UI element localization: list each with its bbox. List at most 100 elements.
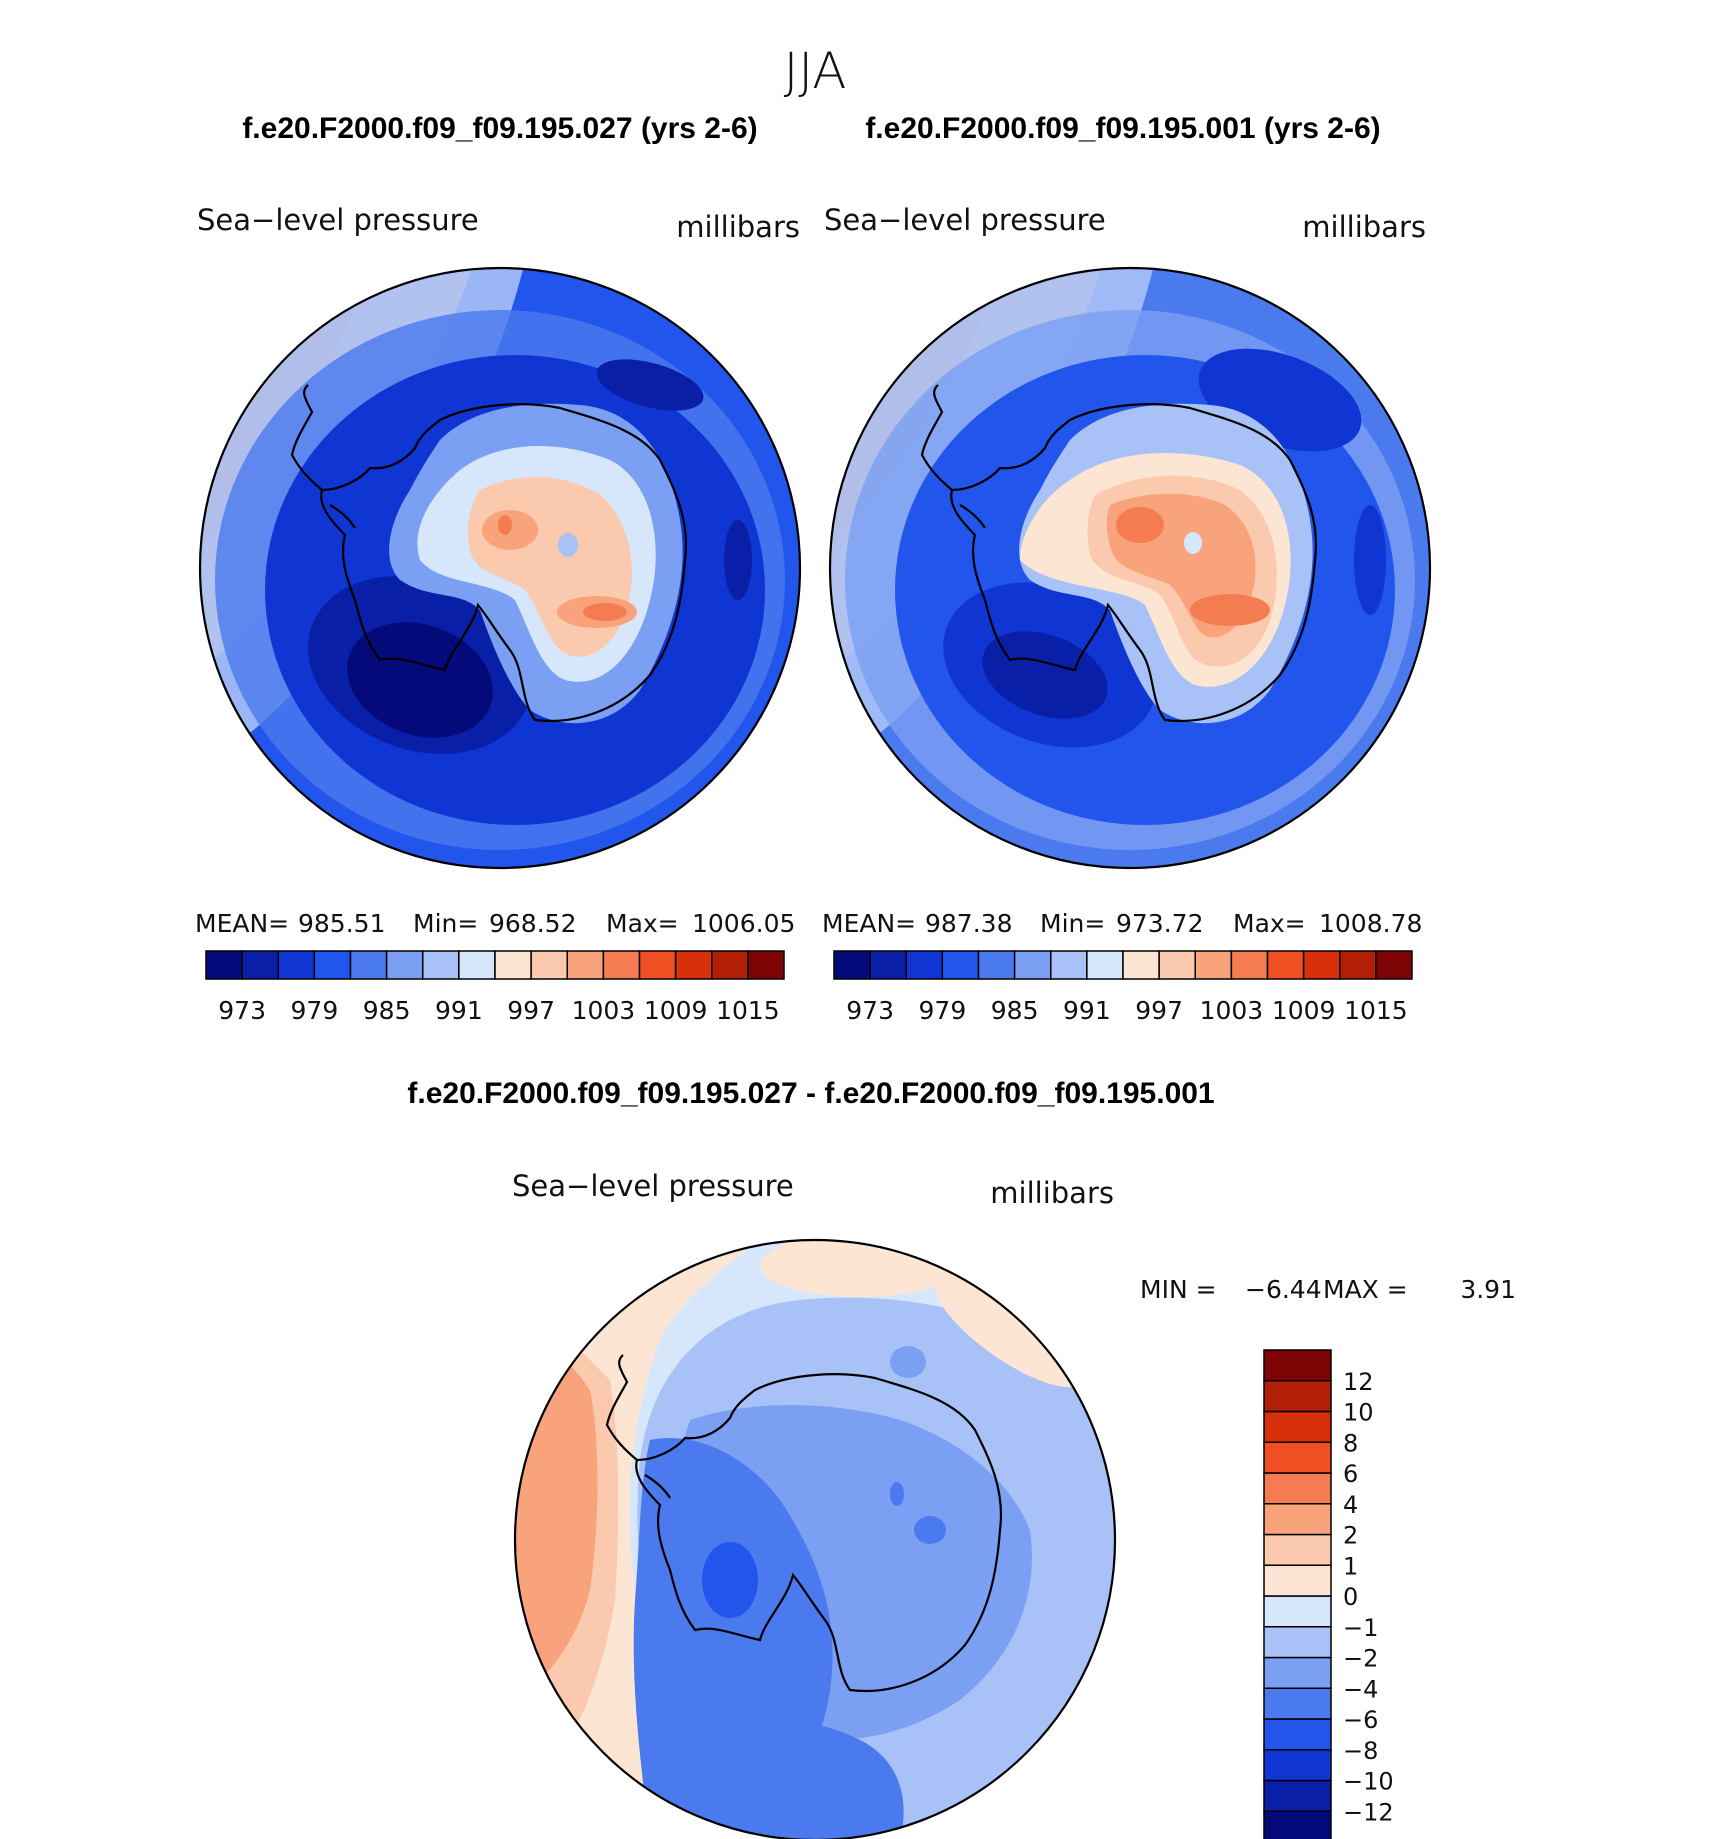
panel-b-max-label: Max= [1233, 909, 1306, 938]
panel-c-colorbar-box-15 [1263, 1349, 1332, 1382]
panel-b-colorbar-box-1 [869, 950, 907, 980]
panel-a-colorbar-box-8 [494, 950, 532, 980]
panel-a-colorbar-label: 1015 [716, 996, 780, 1025]
panel-a-colorbar-label: 991 [435, 996, 483, 1025]
panel-a-colorbar-box-15 [747, 950, 785, 980]
panel-c-colorbar-box-0 [1263, 1810, 1332, 1839]
panel-b-colorbar-box-15 [1375, 950, 1413, 980]
panel-c-colorbar-box-9 [1263, 1533, 1332, 1566]
panel-a-mean-value: 985.51 [298, 909, 385, 938]
panel-b-colorbar-box-3 [941, 950, 980, 980]
panel-c-colorbar-box-6 [1263, 1626, 1332, 1659]
panel-b-variable-label: Sea−level pressure [824, 203, 1106, 237]
panel-c-max-value: 3.91 [1460, 1275, 1516, 1304]
panel-c-boundary [513, 1238, 1117, 1839]
panel-a-high-3 [583, 603, 627, 621]
panel-a-colorbar-box-1 [241, 950, 279, 980]
panel-a-pole-dip [558, 533, 578, 557]
panel-a-low-e [724, 520, 752, 600]
panel-b-colorbar-box-5 [1013, 950, 1052, 980]
panel-a: f.e20.F2000.f09_f09.195.027 (yrs 2-6) Se… [195, 112, 802, 1025]
panel-c-colorbar-label: −1 [1343, 1614, 1378, 1642]
panel-c-weddell-core [702, 1542, 758, 1618]
panel-a-colorbar: 973 979 985 991 997 1003 1009 1015 [205, 950, 785, 1025]
panel-c-colorbar-box-14 [1263, 1380, 1332, 1413]
panel-a-high-4 [498, 515, 512, 535]
panel-b-colorbar-label: 985 [991, 996, 1039, 1025]
panel-b-colorbar-label: 1009 [1272, 996, 1336, 1025]
panel-a-peninsula [290, 384, 356, 529]
panel-b-colorbar-box-4 [977, 950, 1016, 980]
panel-b-colorbar-box-10 [1194, 950, 1233, 980]
panel-a-variable-label: Sea−level pressure [197, 203, 479, 237]
panel-b-colorbar-box-11 [1230, 950, 1269, 980]
panel-c-colorbar-box-5 [1263, 1656, 1332, 1689]
panel-c-colorbar-label: −12 [1343, 1798, 1394, 1826]
panel-b-mean-value: 987.38 [925, 909, 1012, 938]
panel-c-coastline [635, 1373, 1002, 1692]
panel-a-colorbar-label: 985 [363, 996, 411, 1025]
panel-a-colorbar-box-7 [458, 950, 496, 980]
panel-b-colorbar-box-9 [1158, 950, 1196, 980]
panel-b-colorbar: 973 979 985 991 997 1003 1009 1015 [833, 950, 1413, 1025]
panel-c-colorbar-box-2 [1263, 1749, 1332, 1782]
panel-b-colorbar-box-14 [1339, 950, 1377, 980]
panel-a-mean-label: MEAN= [195, 909, 289, 938]
panel-b-max-value: 1008.78 [1319, 909, 1422, 938]
panel-b-colorbar-box-12 [1266, 950, 1305, 980]
panel-c-colorbar-box-1 [1263, 1779, 1332, 1812]
panel-b-colorbar-label: 991 [1063, 996, 1111, 1025]
panel-c-colorbar-box-8 [1263, 1564, 1332, 1597]
panel-b-colorbar-box-13 [1302, 950, 1341, 980]
panel-b-colorbar-label: 979 [919, 996, 967, 1025]
panel-a-min-value: 968.52 [489, 909, 576, 938]
panel-b-coastline [950, 403, 1317, 722]
panel-c-positive-ne [934, 1272, 1086, 1388]
panel-c-colorbar-label: 12 [1343, 1368, 1374, 1396]
panel-a-colorbar-box-2 [277, 950, 316, 980]
panel-c-colorbar-label: 8 [1343, 1429, 1358, 1457]
panel-a-colorbar-label: 979 [291, 996, 339, 1025]
panel-b-peninsula [920, 384, 986, 529]
panel-b-colorbar-box-2 [905, 950, 944, 980]
panel-c-colorbar-label: −4 [1343, 1675, 1378, 1703]
panel-a-colorbar-box-13 [674, 950, 713, 980]
panel-a-colorbar-label: 973 [218, 996, 266, 1025]
panel-a-colorbar-box-12 [638, 950, 677, 980]
panel-b-pole-dip [1184, 532, 1202, 554]
panel-c: f.e20.F2000.f09_f09.195.027 - f.e20.F200… [407, 1077, 1516, 1839]
panel-c-colorbar-label: 2 [1343, 1522, 1358, 1550]
panel-b-mean-label: MEAN= [822, 909, 916, 938]
panel-b-colorbar-label: 1003 [1200, 996, 1264, 1025]
panel-c-colorbar-label: −8 [1343, 1737, 1378, 1765]
panel-c-colorbar-label: −2 [1343, 1645, 1378, 1673]
panel-a-title: f.e20.F2000.f09_f09.195.027 (yrs 2-6) [242, 112, 757, 145]
panel-a-max-label: Max= [606, 909, 679, 938]
panel-c-colorbar-label: 6 [1343, 1460, 1358, 1488]
panel-a-coastline [320, 403, 687, 722]
panel-b-colorbar-box-6 [1050, 950, 1088, 980]
panel-b-colorbar-box-0 [833, 950, 871, 980]
panel-b-colorbar-box-8 [1122, 950, 1160, 980]
panel-a-colorbar-box-5 [385, 950, 424, 980]
panel-b-min-label: Min= [1040, 909, 1105, 938]
panel-b-colorbar-label: 973 [846, 996, 894, 1025]
panel-c-colorbar-label: −6 [1343, 1706, 1378, 1734]
panel-c-colorbar-box-13 [1263, 1410, 1332, 1443]
panel-c-colorbar-box-12 [1263, 1441, 1332, 1474]
panel-b-high-core [1190, 594, 1270, 626]
panel-c-spot-1 [914, 1516, 946, 1544]
panel-a-colorbar-box-9 [530, 950, 568, 980]
panel-b-units-label: millibars [1302, 210, 1426, 244]
panel-a-low-ne [596, 359, 704, 411]
panel-a-max-value: 1006.05 [692, 909, 795, 938]
panel-b-high-core-2 [1116, 507, 1164, 543]
panel-c-spot-3 [890, 1346, 926, 1378]
panel-c-title: f.e20.F2000.f09_f09.195.027 - f.e20.F200… [407, 1077, 1214, 1110]
panel-c-south-negative [700, 1716, 904, 1839]
panel-b-min-value: 973.72 [1116, 909, 1203, 938]
panel-c-colorbar-label: 10 [1343, 1399, 1374, 1427]
panel-b-colorbar-label: 1015 [1344, 996, 1408, 1025]
panel-a-boundary [198, 266, 802, 870]
